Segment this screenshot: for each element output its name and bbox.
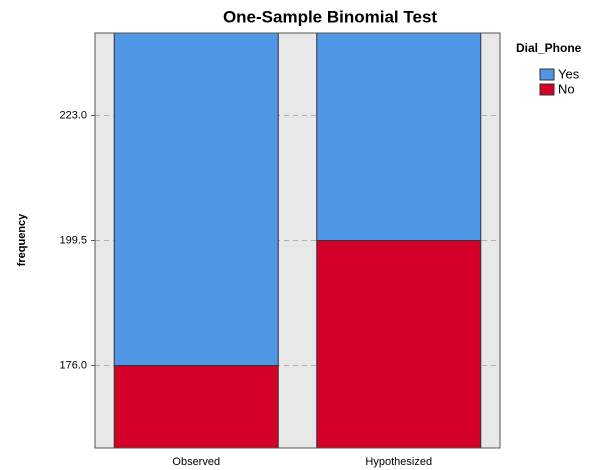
legend-title: Dial_Phone — [516, 41, 582, 55]
y-axis-label: frequency — [16, 213, 28, 266]
legend-label: Yes — [558, 66, 580, 81]
chart-title: One-Sample Binomial Test — [223, 7, 437, 26]
bar-segment — [113, 365, 279, 448]
y-tick-label: 176.0 — [59, 359, 87, 371]
bar-segment — [316, 240, 482, 448]
y-tick-label: 199.5 — [59, 234, 87, 246]
bar-segment — [316, 33, 482, 241]
legend-label: No — [558, 81, 575, 96]
legend-swatch — [539, 83, 555, 96]
bars — [113, 33, 482, 448]
bar-segment — [113, 33, 279, 367]
x-tick-label: Hypothesized — [365, 456, 432, 468]
x-tick-label: Observed — [172, 456, 220, 468]
legend-swatch — [539, 68, 555, 81]
y-tick-label: 223.0 — [59, 109, 87, 121]
